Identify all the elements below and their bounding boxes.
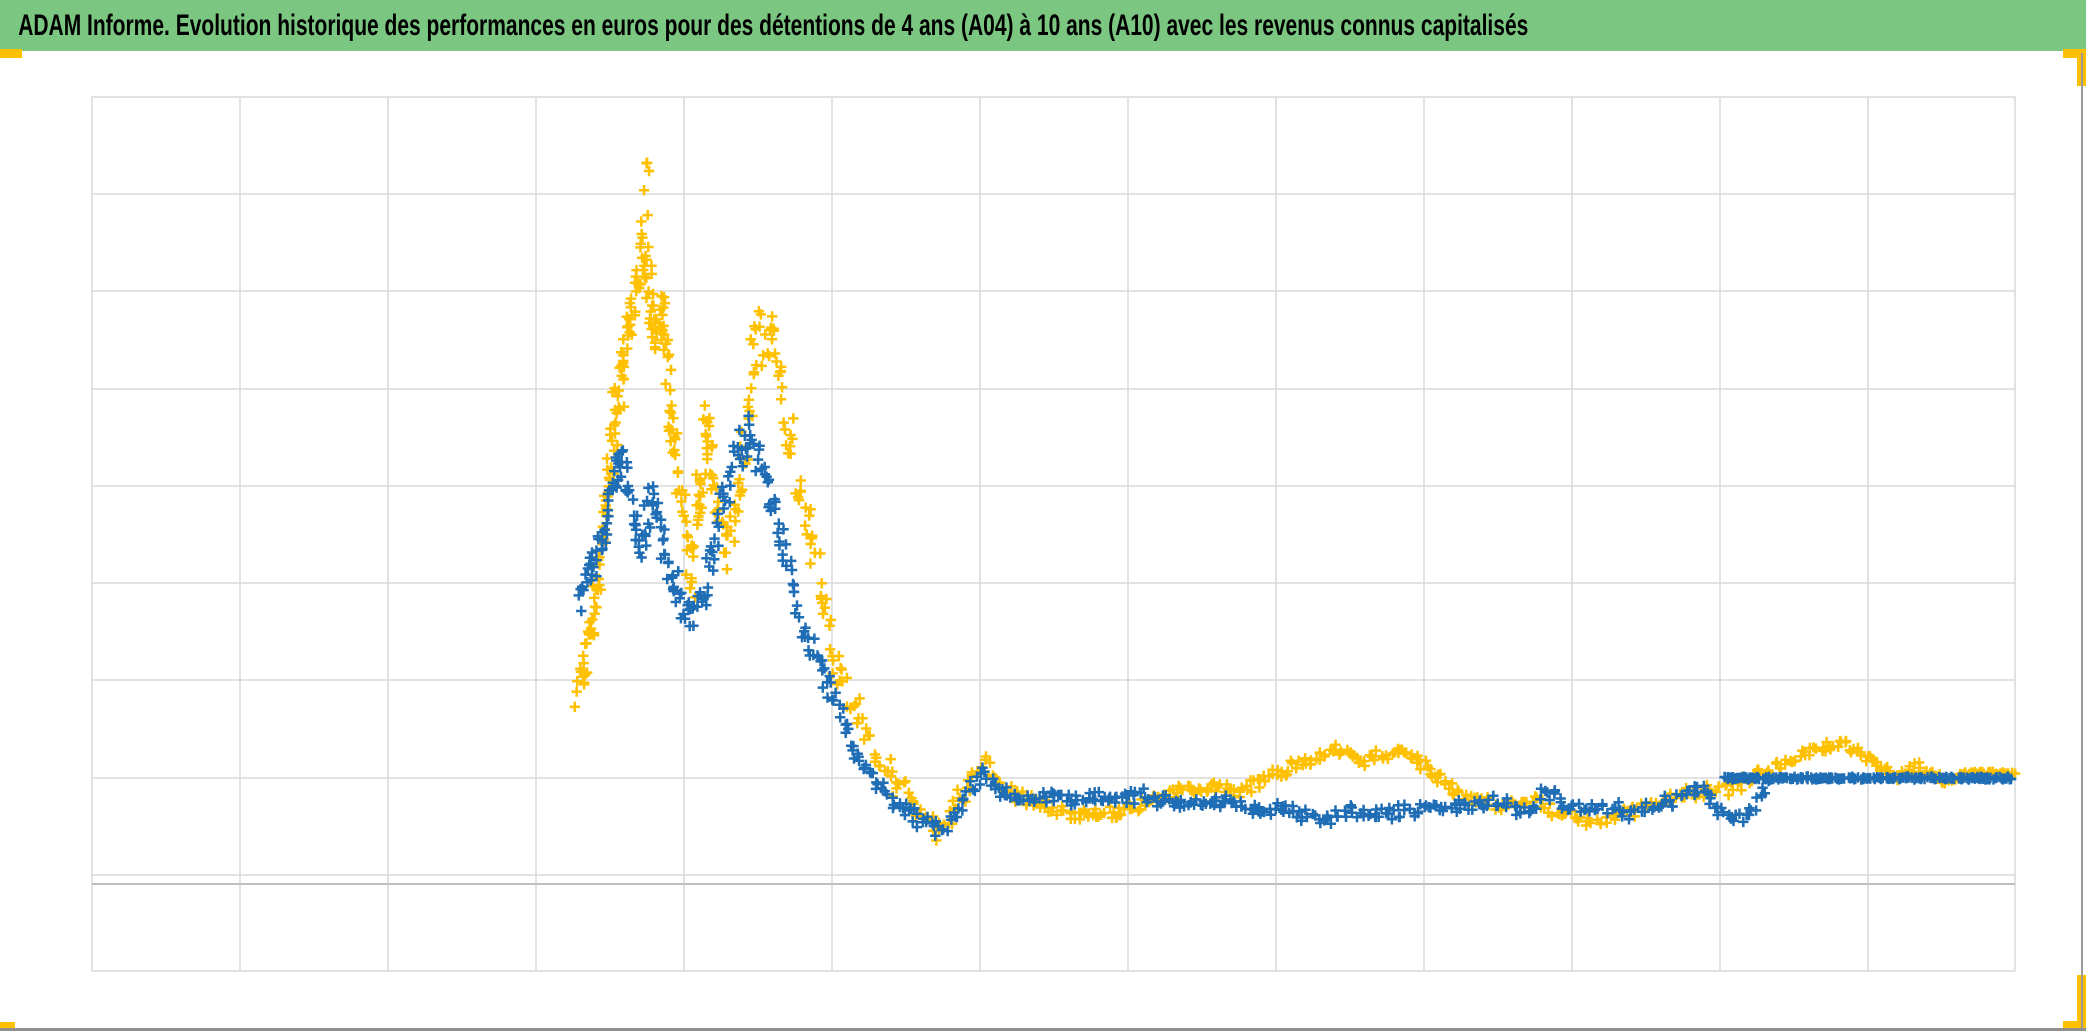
- title-bar: ADAM Informe. Evolution historique des p…: [0, 0, 2086, 51]
- blue-series: [573, 410, 2017, 841]
- performance-chart-svg: [91, 96, 2021, 972]
- gold-series: [569, 157, 2021, 846]
- chart-area: [0, 51, 2086, 1031]
- page-edge-right: [2081, 53, 2083, 1031]
- corner-accent-bottom-left: [0, 1022, 15, 1030]
- page-title: ADAM Informe. Evolution historique des p…: [18, 8, 1529, 42]
- page-edge-bottom: [0, 1028, 2086, 1031]
- corner-accent-top-right-horizontal: [2063, 49, 2086, 58]
- corner-accent-bottom-right-horizontal: [2063, 1021, 2086, 1030]
- corner-accent-top-left: [0, 49, 22, 58]
